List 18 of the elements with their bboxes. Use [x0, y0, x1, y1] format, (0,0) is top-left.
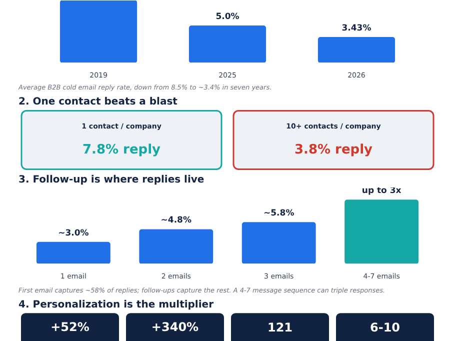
bar [344, 200, 419, 264]
bar [139, 229, 214, 264]
data-label: ~3.0% [58, 228, 90, 238]
data-label: 5.0% [216, 12, 240, 22]
data-label: ~5.8% [264, 208, 295, 219]
text: 2. One contact beats a blast [18, 96, 178, 108]
data-label: ~4.8% [160, 216, 192, 226]
bar [242, 222, 316, 264]
data-label: 3.43% [342, 23, 372, 34]
text: 4. Personalization is the multiplier [18, 300, 214, 310]
text: +340% [151, 320, 199, 334]
text: 3.8% reply [294, 142, 374, 158]
text: 121 [267, 320, 293, 334]
text: +52% [50, 320, 90, 334]
bar [36, 242, 110, 264]
chart-title: 3. Follow-up is where replies live [18, 174, 204, 186]
text: 7.8% reply [82, 142, 162, 158]
text: 6-10 [370, 320, 400, 334]
